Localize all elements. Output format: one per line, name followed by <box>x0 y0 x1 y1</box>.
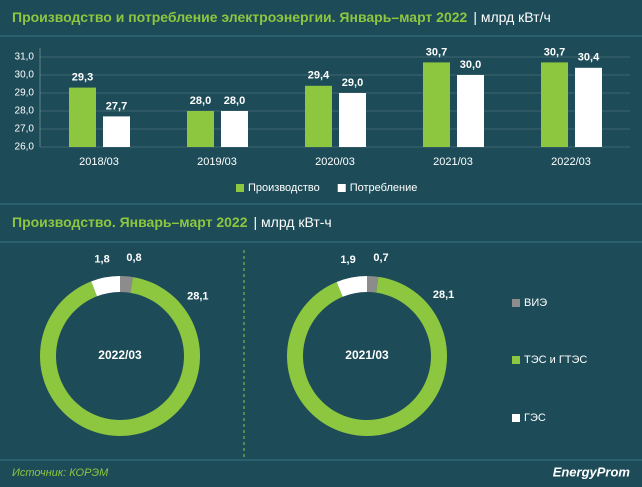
legend-swatch <box>512 299 520 307</box>
value-label: 30,7 <box>544 46 565 58</box>
unit: | млрд кВт-ч <box>254 214 332 230</box>
bar <box>187 111 214 147</box>
bar <box>305 85 332 147</box>
legend-label: ВИЭ <box>524 297 547 309</box>
bar <box>423 62 450 147</box>
bar <box>103 116 130 147</box>
legend-label: ТЭС и ГТЭС <box>524 354 587 366</box>
bar <box>69 87 96 147</box>
unit: | млрд кВт/ч <box>473 9 550 25</box>
section-title: Производство. Январь–март 2022 | млрд кВт… <box>12 214 332 230</box>
donut-center-label: 2021/03 <box>345 348 389 362</box>
section-title: Производство и потребление электроэнерги… <box>12 9 551 25</box>
y-tick-label: 31,0 <box>15 52 35 63</box>
y-tick-label: 27,0 <box>15 124 35 135</box>
value-label: 0,8 <box>126 252 141 264</box>
value-label: 30,0 <box>460 59 481 71</box>
x-tick-label: 2021/03 <box>433 156 473 168</box>
value-label: 29,3 <box>72 72 93 84</box>
bar <box>457 75 484 147</box>
legend-label: Потребление <box>350 182 418 194</box>
donut-slice <box>120 276 134 293</box>
y-tick-label: 26,0 <box>15 142 35 153</box>
x-tick-label: 2018/03 <box>79 156 119 168</box>
x-tick-label: 2019/03 <box>197 156 237 168</box>
value-label: 1,9 <box>340 254 355 266</box>
bar <box>221 111 248 147</box>
legend-label: Производство <box>248 182 320 194</box>
y-tick-label: 30,0 <box>15 70 35 81</box>
bar <box>575 67 602 147</box>
y-tick-label: 28,0 <box>15 106 35 117</box>
legend-swatch <box>236 184 244 192</box>
legend-label: ГЭС <box>524 412 546 424</box>
bar <box>541 62 568 147</box>
value-label: 29,0 <box>342 77 363 89</box>
title-text: Производство и потребление электроэнерги… <box>12 9 468 25</box>
donut-slice <box>91 276 120 297</box>
legend-swatch <box>512 414 520 422</box>
x-tick-label: 2022/03 <box>551 156 591 168</box>
value-label: 28,0 <box>190 95 211 107</box>
donut-slice <box>367 276 379 293</box>
y-tick-label: 29,0 <box>15 88 35 99</box>
logo: EnergyProm <box>553 464 631 479</box>
legend-swatch <box>512 356 520 364</box>
source: Источник: КОРЭМ <box>12 467 109 479</box>
value-label: 27,7 <box>106 100 127 112</box>
value-label: 0,7 <box>373 252 388 264</box>
value-label: 30,4 <box>578 52 600 64</box>
value-label: 28,1 <box>433 289 454 301</box>
bar <box>339 93 366 147</box>
value-label: 28,1 <box>187 290 208 302</box>
value-label: 29,4 <box>308 70 330 82</box>
x-tick-label: 2020/03 <box>315 156 355 168</box>
value-label: 30,7 <box>426 46 447 58</box>
donut-slice <box>336 276 367 297</box>
value-label: 1,8 <box>94 254 109 266</box>
value-label: 28,0 <box>224 95 245 107</box>
donut-center-label: 2022/03 <box>98 348 142 362</box>
title-text: Производство. Январь–март 2022 <box>12 214 248 230</box>
legend-swatch <box>337 184 346 192</box>
